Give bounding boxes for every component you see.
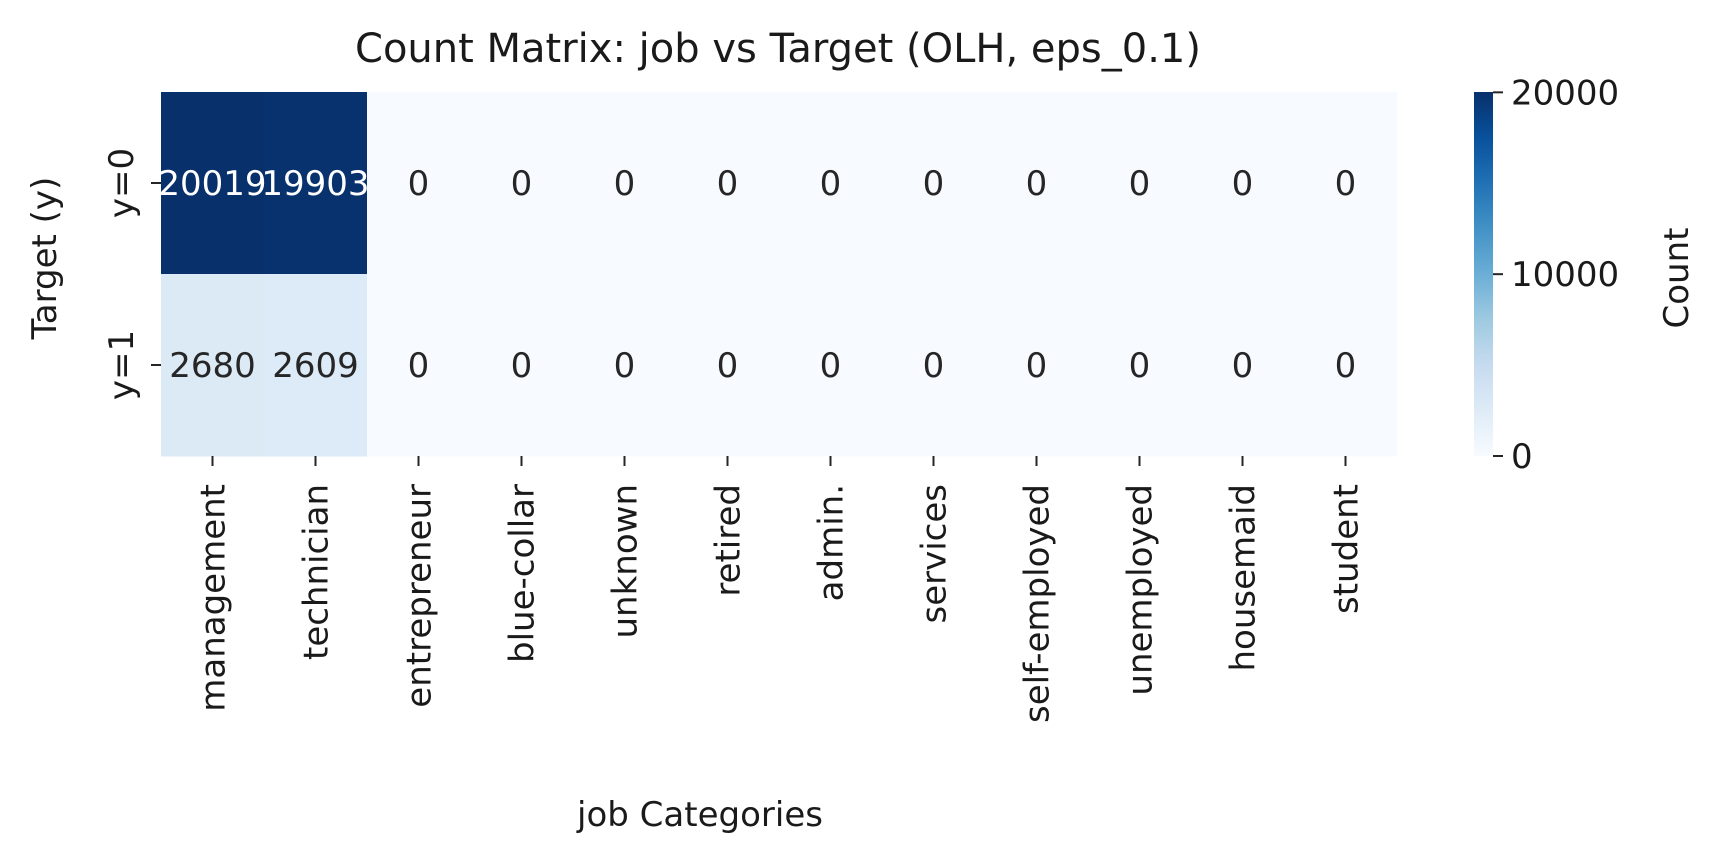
heatmap-cell [985, 92, 1089, 275]
heatmap-cell [367, 92, 471, 275]
cell-value-label: 0 [1335, 346, 1357, 386]
heatmap-cell [676, 92, 780, 275]
x-tick-label: self-employed [1018, 484, 1058, 723]
cell-value-label: 0 [1129, 164, 1151, 204]
cell-value-label: 0 [923, 164, 945, 204]
cell-value-label: 19903 [261, 164, 369, 204]
cell-value-label: 0 [1232, 164, 1254, 204]
cell-value-label: 0 [820, 164, 842, 204]
heatmap-cell [264, 92, 368, 275]
heatmap-cell [882, 92, 986, 275]
cell-value-label: 0 [1026, 164, 1048, 204]
x-tick-label: unemployed [1121, 484, 1161, 696]
heatmap-cell [985, 274, 1089, 457]
cell-value-label: 2609 [272, 346, 359, 386]
heatmap-cell [676, 274, 780, 457]
heatmap-cell [779, 274, 883, 457]
cell-value-label: 0 [614, 164, 636, 204]
cell-value-label: 0 [511, 164, 533, 204]
colorbar-tick-label: 0 [1511, 437, 1533, 477]
heatmap-cell [573, 92, 677, 275]
cell-value-label: 0 [614, 346, 636, 386]
y-axis: y=0 y=1 [102, 148, 161, 400]
heatmap-cell [161, 274, 265, 457]
heatmap-cell [1191, 92, 1295, 275]
colorbar-gradient [1474, 92, 1493, 456]
x-tick-label: blue-collar [503, 484, 543, 663]
cell-value-label: 0 [408, 346, 430, 386]
x-axis-title: job Categories [576, 795, 823, 835]
x-tick-label: retired [709, 484, 749, 597]
cell-value-label: 0 [717, 164, 739, 204]
x-tick-label: unknown [606, 484, 646, 639]
colorbar-tick-label: 10000 [1511, 255, 1619, 295]
y-axis-title: Target (y) [25, 177, 65, 341]
heatmap-cell [1088, 274, 1192, 457]
x-tick-label: management [194, 484, 234, 712]
heatmap-cell [367, 274, 471, 457]
x-tick-label: technician [297, 484, 337, 660]
x-tick-label: student [1327, 484, 1367, 614]
x-tick-label: services [915, 484, 955, 624]
colorbar-tick-label: 20000 [1511, 73, 1619, 113]
cell-value-label: 0 [1129, 346, 1151, 386]
heatmap-cell [1088, 92, 1192, 275]
colorbar: 0 10000 20000 Count [1474, 73, 1697, 477]
heatmap-cell [1191, 274, 1295, 457]
colorbar-ticks: 0 10000 20000 [1493, 73, 1619, 477]
heatmap-cell [161, 92, 265, 275]
y-tick-label: y=1 [102, 330, 142, 400]
x-tick-label: admin. [812, 484, 852, 601]
cell-value-label: 0 [1232, 346, 1254, 386]
x-tick-label: entrepreneur [400, 484, 440, 708]
x-tick-label: housemaid [1224, 484, 1264, 672]
cell-value-label: 0 [717, 346, 739, 386]
x-axis: management technician entrepreneur blue-col… [194, 456, 1367, 723]
heatmap-cell [1294, 274, 1398, 457]
cell-value-label: 2680 [169, 346, 256, 386]
colorbar-label: Count [1657, 228, 1697, 329]
heatmap-cells [161, 92, 1398, 457]
y-tick-label: y=0 [102, 148, 142, 218]
heatmap-cell [882, 274, 986, 457]
cell-value-label: 0 [923, 346, 945, 386]
heatmap-cell [264, 274, 368, 457]
heatmap-cell [573, 274, 677, 457]
chart-title: Count Matrix: job vs Target (OLH, eps_0.… [355, 26, 1201, 72]
cell-value-label: 0 [1026, 346, 1048, 386]
cell-value-label: 0 [1335, 164, 1357, 204]
heatmap-cell [779, 92, 883, 275]
cell-value-label: 20019 [158, 164, 266, 204]
cell-value-label: 0 [820, 346, 842, 386]
heatmap-cell [470, 92, 574, 275]
cell-value-label: 0 [511, 346, 533, 386]
cell-value-label: 0 [408, 164, 430, 204]
heatmap-cell [1294, 92, 1398, 275]
heatmap-cell [470, 274, 574, 457]
